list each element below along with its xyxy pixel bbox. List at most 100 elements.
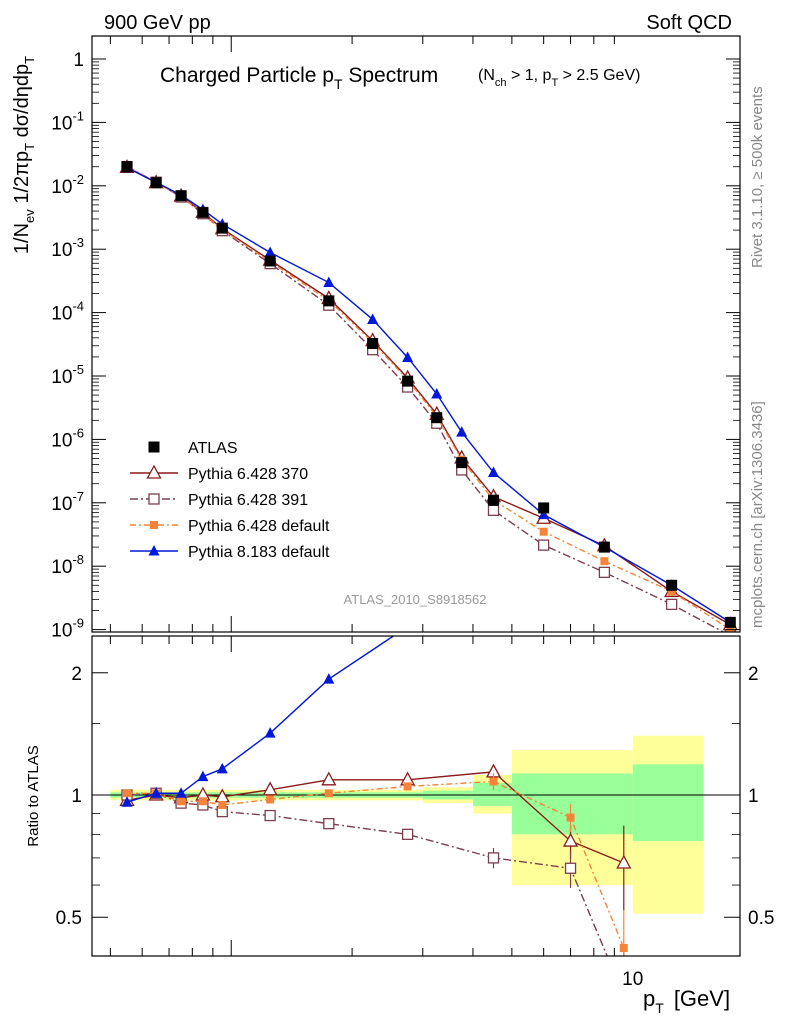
main-point-atlas [367,338,379,350]
legend-label-pythia-6-428-default: Pythia 6.428 default [188,518,330,535]
ratio-point-pythia-8-183-default [323,673,335,684]
main-point-atlas [402,375,414,387]
ratio-point-pythia-6-428-391 [401,828,414,840]
ratio-point-pythia-8-183-default [264,727,276,738]
header-right: Soft QCD [646,12,732,34]
ratio-point-pythia-6-428-391 [619,991,629,1001]
legend-label-pythia-6-428-370: Pythia 6.428 370 [188,466,308,483]
ratio-point-pythia-6-428-default [324,789,333,798]
main-point-atlas [456,457,468,469]
main-point-atlas [216,222,228,234]
main-point-pythia-8-183-default [487,466,499,478]
ratio-ytick-label: 1 [71,786,82,807]
ratio-point-pythia-6-428-default [266,795,275,804]
xlabel-unit: [GeV] [674,986,730,1011]
ratio-point-pythia-6-428-370 [262,781,278,796]
title-sub: T [334,76,343,92]
title-tail: Spectrum [343,64,439,87]
main-point-pythia-6-428-default [600,557,609,566]
ratio-point-pythia-6-428-default [198,797,207,806]
main-point-pythia-8-183-default [367,313,379,324]
ratio-point-pythia-8-183-default [175,787,187,798]
main-line-pythia-6-428-default [126,165,731,631]
uncertainty-band-inner [511,773,633,835]
ratio-point-pythia-8-183-default [197,770,209,782]
main-point-atlas [487,494,499,506]
ratio-point-pythia-6-428-370 [562,832,579,847]
ratio-point-pythia-8-183-default [402,621,413,632]
ratio-xtick-label: 10 [622,969,643,990]
main-point-pythia-6-428-391 [665,598,678,611]
main-point-pythia-8-183-default [538,508,550,520]
ratio-panel: 0.5 0.5 1 1 2 2 10 Ratio to ATLAS pT [GeV] [25,621,774,1016]
main-point-atlas [264,255,276,267]
chart-subtitle: (Nch > 1, pT > 2.5 GeV) [478,67,640,89]
main-panel: 1 10-1 10-2 10-3 10-4 10-5 10-6 10-7 10-8 10-9 Ch… [11,35,741,642]
ratio-point-pythia-6-428-default [122,789,131,798]
main-point-atlas [666,579,678,591]
ratio-point-pythia-6-428-391 [264,809,276,822]
legend-label-pythia-8-183-default: Pythia 8.183 default [188,544,330,561]
main-point-pythia-6-428-default [539,527,548,536]
ratio-ytick-label: 0.5 [56,908,82,929]
main-point-atlas [598,541,610,553]
ratio-ylabel: Ratio to ATLAS [25,745,42,846]
main-point-atlas [724,616,736,628]
main-point-atlas [175,190,187,202]
legend-marker-atlas [148,441,160,453]
ratio-ytick-label-right: 2 [748,664,759,685]
main-ytick-label: 10-1 [51,108,84,134]
legend-marker-pythia-6-428-default [150,521,158,529]
ratio-point-pythia-6-428-370 [321,771,337,786]
ratio-point-pythia-8-183-default [121,796,133,807]
main-ytick-label: 10-6 [51,425,84,451]
svg-text:Charged Particle pT Spectrum: Charged Particle pT Spectrum [160,64,438,92]
legend-label-atlas: ATLAS [188,440,238,457]
ratio-point-pythia-6-428-default [403,782,412,791]
main-point-pythia-8-183-default [323,276,335,288]
main-ytick-label: 10-2 [51,172,84,198]
main-point-pythia-6-428-default [726,625,735,632]
legend-label-pythia-6-428-391: Pythia 6.428 391 [188,492,308,509]
xlabel-sub: T [655,1000,664,1016]
main-point-atlas [538,502,550,514]
main-point-pythia-6-428-391 [538,539,550,551]
rivet-label: Rivet 3.1.10, ≥ 500k events [749,86,766,268]
ratio-xlabel: pT [GeV] [643,986,730,1016]
legend-marker-pythia-6-428-391 [148,493,160,505]
main-point-pythia-6-428-391 [598,566,611,578]
main-point-pythia-8-183-default [264,246,276,257]
main-point-atlas [197,206,209,218]
ratio-point-pythia-6-428-default [619,943,628,952]
ratio-point-pythia-6-428-391 [564,862,577,874]
ratio-point-pythia-6-428-default [566,813,575,822]
uncertainty-band-inner [472,783,512,806]
main-point-atlas [121,161,133,173]
main-ytick-label: 10-4 [51,299,84,325]
main-ylabel: 1/Nev 1/2πpT dσ/dηdpT [11,56,37,254]
ratio-frame [91,635,741,957]
ratio-point-pythia-6-428-default [489,777,498,786]
ratio-point-pythia-6-428-391 [323,818,335,830]
mcplots-label: mcplots.cern.ch [arXiv:1306.3436] [749,401,766,628]
main-point-atlas [431,412,443,424]
ratio-point-pythia-6-428-default [177,797,186,806]
ratio-ytick-label: 2 [71,664,82,685]
ratio-point-pythia-6-428-391 [487,852,500,864]
legend-marker-pythia-6-428-370 [146,464,162,479]
legend: ATLAS Pythia 6.428 370 Pythia 6.428 391 Pyt… [130,440,330,561]
main-ytick-label: 10-3 [51,235,84,261]
main-point-pythia-8-183-default [456,426,468,437]
ratio-line-pythia-8-183-default [126,636,395,803]
main-point-pythia-8-183-default [431,388,443,399]
ratio-ytick-label-right: 1 [748,786,759,807]
main-point-atlas [323,295,335,307]
main-point-pythia-8-183-default [402,351,414,362]
main-point-pythia-6-428-391 [487,504,500,517]
uncertainty-band-inner [632,764,704,842]
ratio-point-pythia-6-428-370 [616,854,632,869]
main-ytick-label: 10-8 [51,552,84,578]
ratio-point-pythia-6-428-default [218,800,227,809]
analysis-id: ATLAS_2010_S8918562 [344,592,487,607]
